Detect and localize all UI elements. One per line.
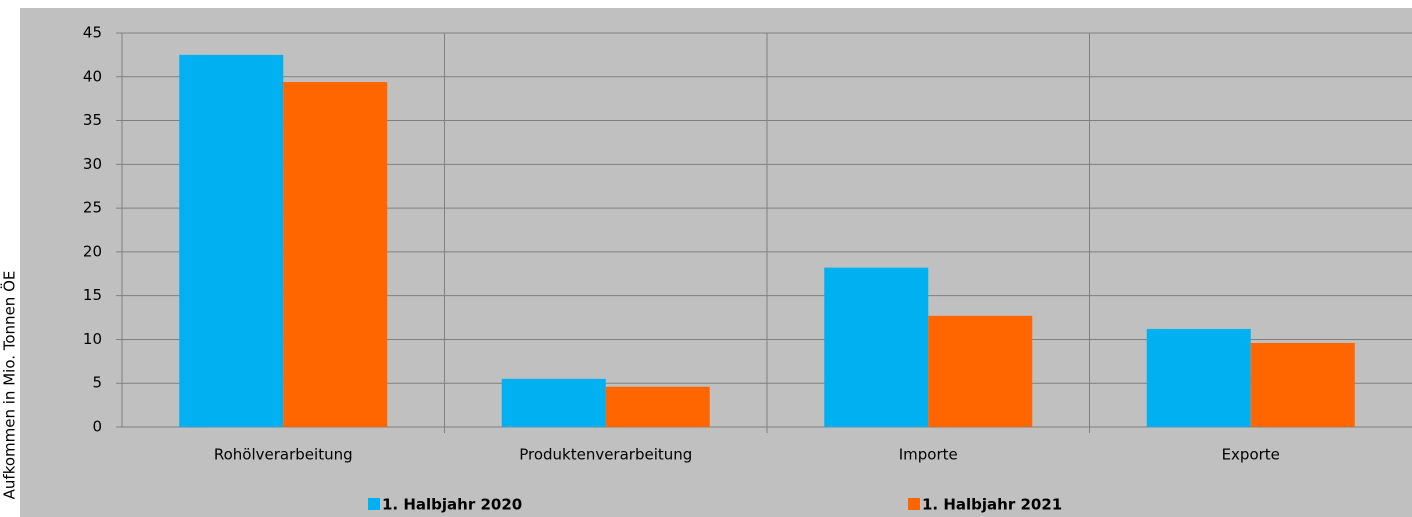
bar	[824, 267, 929, 427]
y-tick-label: 40	[83, 67, 102, 85]
legend-label: 1. Halbjahr 2020	[382, 496, 522, 514]
x-tick-label: Importe	[899, 446, 958, 464]
y-tick-label: 25	[83, 199, 102, 217]
legend-label: 1. Halbjahr 2021	[922, 496, 1062, 514]
bar	[605, 386, 710, 427]
bar	[179, 54, 284, 428]
bar	[283, 82, 388, 427]
y-tick-label: 15	[83, 286, 102, 304]
y-tick-label: 5	[92, 374, 102, 392]
y-tick-label: 35	[83, 111, 102, 129]
legend-swatch	[908, 498, 920, 510]
y-tick-label: 45	[83, 24, 102, 42]
y-axis-label: Aufkommen in Mio. Tonnen ÖE	[0, 271, 19, 500]
bar	[928, 315, 1033, 427]
x-tick-label: Produktenverarbeitung	[519, 446, 692, 464]
bar	[1146, 328, 1251, 427]
bar	[501, 378, 606, 427]
y-tick-label: 0	[92, 418, 102, 436]
bar	[1250, 342, 1355, 427]
y-tick-label: 30	[83, 155, 102, 173]
legend-swatch	[368, 498, 380, 510]
y-tick-label: 20	[83, 242, 102, 260]
x-tick-label: Exporte	[1222, 446, 1280, 464]
x-tick-label: Rohölverarbeitung	[214, 446, 353, 464]
y-tick-label: 10	[83, 330, 102, 348]
